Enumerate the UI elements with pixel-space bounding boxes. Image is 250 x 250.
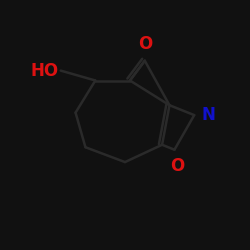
Text: O: O <box>170 157 184 175</box>
Text: O: O <box>138 35 152 53</box>
Text: HO: HO <box>30 62 58 80</box>
Text: N: N <box>202 106 215 124</box>
